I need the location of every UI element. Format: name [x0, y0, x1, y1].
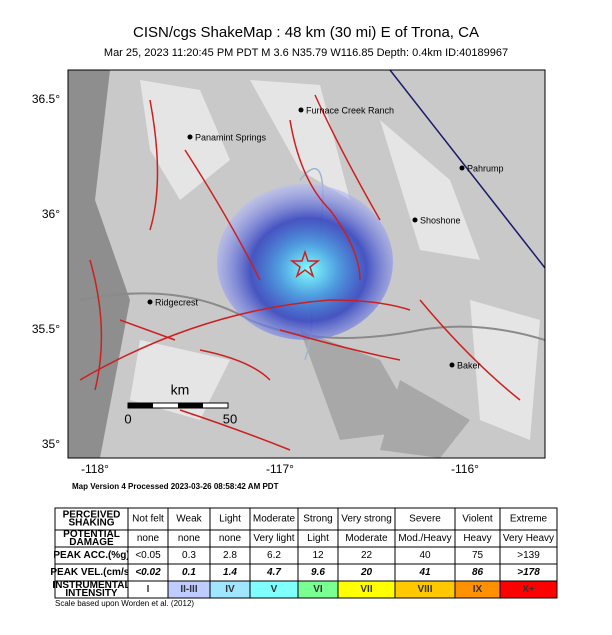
lon-labels: -118° -117° -116°: [81, 462, 479, 476]
cell-text: 2.8: [223, 550, 237, 561]
place-label: Shoshone: [420, 215, 461, 225]
cell-text: I: [147, 584, 150, 595]
cell-text: <0.05: [135, 550, 161, 561]
cell-text: V: [271, 584, 278, 595]
lon-label: -118°: [81, 462, 109, 476]
place-dot: [147, 299, 153, 305]
cell-text: <0.02: [135, 567, 161, 578]
terrain-light: [130, 80, 540, 440]
cell-text: 86: [472, 567, 484, 578]
subtitle: Mar 25, 2023 11:20:45 PM PDT M 3.6 N35.7…: [104, 47, 508, 59]
cell-text: Violent: [462, 514, 493, 525]
cell-text: IX: [473, 584, 483, 595]
cell-text: Very Heavy: [503, 533, 554, 544]
cell-text: 40: [419, 550, 431, 561]
cell-text: 20: [360, 567, 373, 578]
cell-text: none: [219, 533, 242, 544]
scale-unit: km: [171, 382, 190, 398]
lat-label: 35.5°: [32, 322, 60, 336]
cell-text: 22: [361, 550, 373, 561]
row-label: PERCEIVED: [63, 510, 121, 521]
cell-text: Severe: [409, 514, 441, 525]
cell-text: none: [137, 533, 160, 544]
cell-text: Moderate: [345, 533, 388, 544]
place-dot: [187, 134, 193, 140]
cell-text: Mod./Heavy: [398, 533, 451, 544]
lon-label: -117°: [266, 462, 294, 476]
intensity-area: [217, 184, 393, 340]
table-cell: [499, 580, 558, 599]
place-label: Baker: [457, 360, 481, 370]
lat-labels: 36.5° 36° 35.5° 35°: [32, 92, 60, 451]
lat-label: 36°: [42, 207, 60, 221]
place-label: Pahrump: [467, 163, 504, 173]
place-dot: [449, 362, 455, 368]
cell-text: VI: [313, 584, 323, 595]
cell-text: Not felt: [132, 514, 164, 525]
cell-text: Very light: [253, 533, 294, 544]
map-frame: [67, 69, 546, 459]
scale-end: 50: [223, 411, 237, 426]
cell-text: 6.2: [267, 550, 281, 561]
cell-text: 9.6: [311, 567, 325, 578]
places: Furnace Creek Ranch Panamint Springs Pah…: [147, 105, 504, 370]
scale-start: 0: [124, 411, 131, 426]
place-label: Panamint Springs: [195, 132, 267, 142]
place-dot: [459, 165, 465, 171]
cell-text: none: [178, 533, 201, 544]
lat-label: 35°: [42, 437, 60, 451]
row-label: SHAKING: [68, 518, 114, 529]
map: Furnace Creek Ranch Panamint Springs Pah…: [68, 70, 545, 458]
place-dot: [412, 217, 418, 223]
row-label: DAMAGE: [69, 537, 114, 548]
cell-text: Light: [307, 533, 329, 544]
scale-bar: km 0 50: [124, 382, 237, 427]
scale-bar-seg: [178, 403, 203, 408]
row-label: PEAK VEL.(cm/s): [50, 567, 132, 578]
cell-text: II-III: [180, 584, 197, 595]
cell-text: Moderate: [253, 514, 296, 525]
cell-text: X+: [522, 584, 535, 595]
cell-text: 0.3: [182, 550, 196, 561]
cell-text: 0.1: [182, 567, 196, 578]
cell-text: VII: [360, 584, 372, 595]
cell-text: 75: [472, 550, 484, 561]
title: CISN/cgs ShakeMap : 48 km (30 mi) E of T…: [133, 24, 479, 41]
cell-text: >139: [517, 550, 540, 561]
place-label: Ridgecrest: [155, 297, 199, 307]
cell-text: Light: [219, 514, 241, 525]
cell-text: 41: [418, 567, 431, 578]
row-label: INTENSITY: [65, 588, 118, 599]
cell-text: IV: [225, 584, 235, 595]
faults: [79, 94, 521, 451]
place-label: Furnace Creek Ranch: [306, 105, 394, 115]
row-label: INSTRUMENTAL: [52, 580, 130, 591]
epicenter: [289, 249, 321, 279]
cell-text: 12: [312, 550, 324, 561]
cell-text: Extreme: [510, 514, 548, 525]
cell-text: VIII: [417, 584, 432, 595]
scale-bar-seg: [128, 403, 153, 408]
lat-label: 36.5°: [32, 92, 60, 106]
cell-text: >178: [517, 567, 540, 578]
cell-text: Strong: [303, 514, 332, 525]
cell-text: Weak: [176, 514, 202, 525]
cell-text: Heavy: [463, 533, 491, 544]
terrain-dark: [300, 330, 470, 458]
cell-text: Very strong: [341, 514, 392, 525]
scale-note: Scale based upon Worden et al. (2012): [55, 599, 194, 608]
cell-text: 4.7: [266, 567, 281, 578]
row-label: POTENTIAL: [63, 529, 120, 540]
row-label: PEAK ACC.(%g): [53, 550, 129, 561]
place-dot: [298, 107, 304, 113]
state-border: [389, 70, 545, 269]
processed-note: Map Version 4 Processed 2023-03-26 08:58…: [72, 482, 279, 491]
lon-label: -116°: [451, 462, 479, 476]
cell-text: 1.4: [223, 567, 237, 578]
